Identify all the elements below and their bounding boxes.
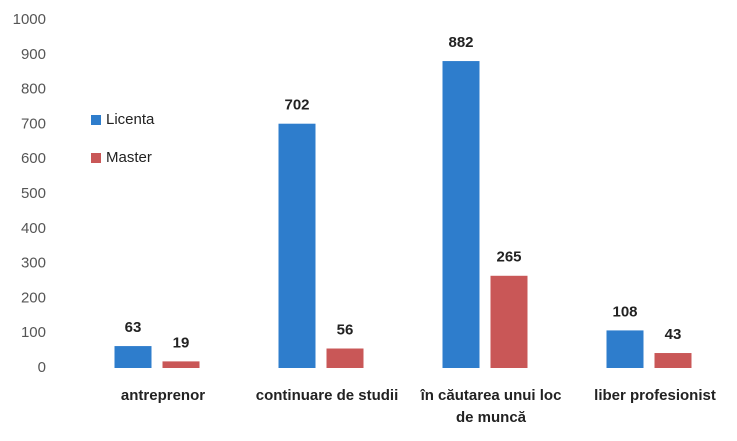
value-label: 63 xyxy=(125,319,142,336)
y-tick-label: 1000 xyxy=(13,11,46,28)
x-tick-label: antreprenor xyxy=(120,387,206,404)
y-tick-label: 700 xyxy=(21,115,46,132)
bar xyxy=(326,348,364,368)
value-label: 19 xyxy=(173,334,190,351)
bar xyxy=(654,353,692,368)
legend-label: Licenta xyxy=(106,111,155,128)
y-tick-label: 300 xyxy=(21,255,46,272)
x-tick-label: în căutarea unui loc de muncă xyxy=(420,387,562,426)
x-tick-label: liber profesionist xyxy=(594,387,716,404)
y-tick-label: 400 xyxy=(21,220,46,237)
y-tick-label: 900 xyxy=(21,46,46,63)
value-label: 882 xyxy=(448,34,473,51)
y-tick-label: 800 xyxy=(21,81,46,98)
y-tick-label: 0 xyxy=(38,359,46,376)
value-label: 108 xyxy=(612,303,637,320)
bar xyxy=(606,330,644,368)
y-tick-label: 100 xyxy=(21,324,46,341)
legend-label: Master xyxy=(106,149,152,166)
x-tick-label: continuare de studii xyxy=(255,387,399,404)
value-label: 43 xyxy=(665,326,682,343)
legend-swatch xyxy=(91,153,101,163)
bar xyxy=(162,361,200,368)
value-label: 56 xyxy=(337,321,354,338)
value-label: 702 xyxy=(284,97,309,114)
y-tick-label: 200 xyxy=(21,289,46,306)
bar xyxy=(490,275,528,368)
bar xyxy=(278,123,316,368)
legend-swatch xyxy=(91,115,101,125)
bar xyxy=(442,61,480,369)
bar xyxy=(114,346,152,368)
y-tick-label: 500 xyxy=(21,185,46,202)
y-tick-label: 600 xyxy=(21,150,46,167)
value-label: 265 xyxy=(496,249,521,266)
